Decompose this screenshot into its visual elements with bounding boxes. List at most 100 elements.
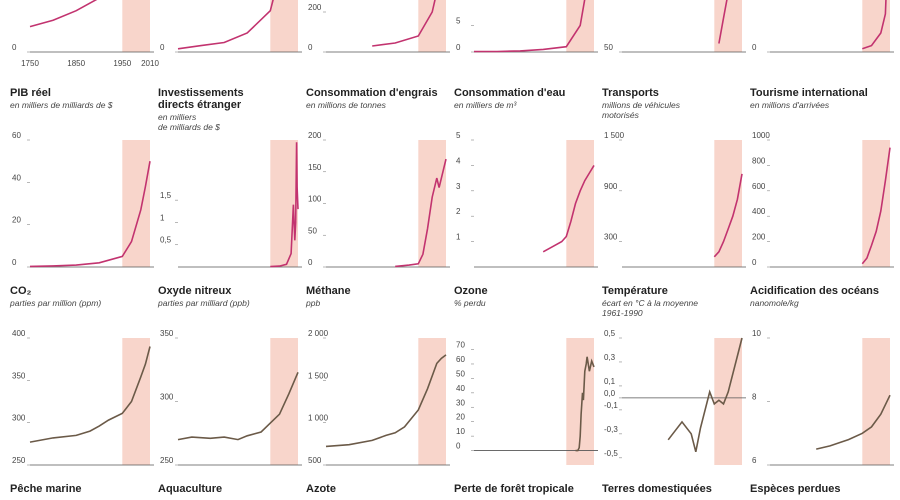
- y-tick-label: 60: [12, 131, 21, 140]
- highlight-band: [418, 0, 446, 52]
- data-line: [862, 0, 887, 50]
- y-tick-label: 40: [12, 173, 21, 182]
- y-tick-label: 200: [752, 233, 766, 242]
- y-tick-label: 0: [456, 442, 461, 451]
- highlight-band: [270, 0, 298, 52]
- data-line: [474, 0, 586, 53]
- y-tick-label: 0: [12, 43, 17, 52]
- chart-title: Consommation d'engrais: [306, 87, 438, 99]
- y-tick-label: 0: [308, 258, 313, 267]
- y-tick-label: 0,1: [604, 377, 616, 386]
- y-tick-label: 0: [752, 43, 757, 52]
- y-tick-label: 3: [456, 182, 461, 191]
- y-tick-label: 1: [456, 233, 461, 242]
- y-tick-label: 8: [752, 393, 757, 402]
- y-tick-label: 50: [604, 43, 613, 52]
- y-tick-label: 5: [456, 131, 461, 140]
- y-tick-label: 10: [456, 427, 465, 436]
- y-tick-label: -0,1: [604, 401, 618, 410]
- chart-subtitle: ppb: [305, 298, 320, 308]
- chart-title: Acidification des océans: [750, 285, 879, 297]
- y-tick-label: 0: [308, 43, 313, 52]
- data-line: [816, 394, 891, 450]
- data-line: [542, 164, 595, 253]
- y-tick-label: 200: [308, 3, 322, 12]
- chart-title: directs étranger: [158, 99, 242, 111]
- y-tick-label: 300: [604, 233, 618, 242]
- data-line: [270, 142, 299, 268]
- chart-subtitle: millions de véhicules: [602, 100, 681, 110]
- chart-subtitle: motorisés: [602, 110, 640, 120]
- chart-subtitle: en millions de tonnes: [306, 100, 387, 110]
- data-line: [667, 337, 743, 452]
- chart-title: Oxyde nitreux: [158, 285, 232, 297]
- data-line: [713, 173, 743, 258]
- chart-title: Perte de forêt tropicale: [454, 483, 574, 495]
- y-tick-label: 0,5: [160, 236, 172, 245]
- highlight-band: [122, 140, 150, 267]
- y-tick-label: 0: [752, 258, 757, 267]
- y-tick-label: 150: [308, 163, 322, 172]
- y-tick-label: 350: [160, 329, 174, 338]
- x-tick-label: 1750: [21, 59, 39, 68]
- y-tick-label: 1 000: [308, 414, 329, 423]
- y-tick-label: 400: [752, 207, 766, 216]
- y-tick-label: -0,3: [604, 425, 618, 434]
- y-tick-label: 250: [12, 456, 26, 465]
- data-line: [395, 158, 447, 268]
- chart-subtitle: en milliers: [158, 112, 197, 122]
- x-tick-label: 1850: [67, 59, 85, 68]
- y-tick-label: 1 500: [604, 131, 625, 140]
- chart-subtitle: de milliards de $: [158, 122, 220, 132]
- chart-title: PIB réel: [10, 87, 51, 99]
- chart-title: Aquaculture: [158, 483, 222, 495]
- data-line: [177, 371, 299, 441]
- highlight-band: [122, 338, 150, 465]
- highlight-band: [418, 140, 446, 267]
- y-tick-label: 70: [456, 341, 465, 350]
- highlight-band: [714, 0, 742, 52]
- chart-title: Transports: [602, 87, 659, 99]
- chart-title: Espèces perdues: [750, 483, 841, 495]
- chart-subtitle: en milliers de m³: [454, 100, 518, 110]
- highlight-band: [122, 0, 150, 52]
- highlight-band: [566, 140, 594, 267]
- chart-subtitle: parties par milliard (ppb): [157, 298, 250, 308]
- data-line: [861, 147, 891, 265]
- y-tick-label: 40: [456, 384, 465, 393]
- y-tick-label: 800: [752, 156, 766, 165]
- y-tick-label: 0,0: [604, 389, 616, 398]
- y-tick-label: 20: [12, 216, 21, 225]
- chart-title: Température: [602, 285, 668, 297]
- chart-title: Azote: [306, 483, 336, 495]
- y-tick-label: 900: [604, 182, 618, 191]
- data-line: [575, 356, 595, 452]
- highlight-band: [270, 140, 298, 267]
- y-tick-label: 200: [308, 131, 322, 140]
- y-tick-label: 300: [12, 414, 26, 423]
- y-tick-label: 0: [160, 43, 165, 52]
- chart-subtitle: en millions d'arrivées: [750, 100, 830, 110]
- y-tick-label: 5: [456, 17, 461, 26]
- data-line: [325, 354, 447, 448]
- data-line: [372, 0, 436, 47]
- chart-title: Ozone: [454, 285, 488, 297]
- y-tick-label: 0,5: [604, 329, 616, 338]
- data-line: [177, 0, 274, 50]
- y-tick-label: 300: [160, 393, 174, 402]
- x-tick-label: 2010: [141, 59, 159, 68]
- data-line: [29, 161, 151, 268]
- y-tick-label: 2: [456, 207, 461, 216]
- chart-title: Consommation d'eau: [454, 87, 565, 99]
- y-tick-label: 50: [456, 369, 465, 378]
- y-tick-label: 1 500: [308, 371, 329, 380]
- data-line: [29, 346, 151, 443]
- chart-title: Méthane: [306, 285, 351, 297]
- y-tick-label: 4: [456, 156, 461, 165]
- y-tick-label: 50: [308, 226, 317, 235]
- y-tick-label: 500: [308, 456, 322, 465]
- x-tick-label: 1950: [113, 59, 131, 68]
- y-tick-label: 1000: [752, 131, 770, 140]
- y-tick-label: 250: [160, 456, 174, 465]
